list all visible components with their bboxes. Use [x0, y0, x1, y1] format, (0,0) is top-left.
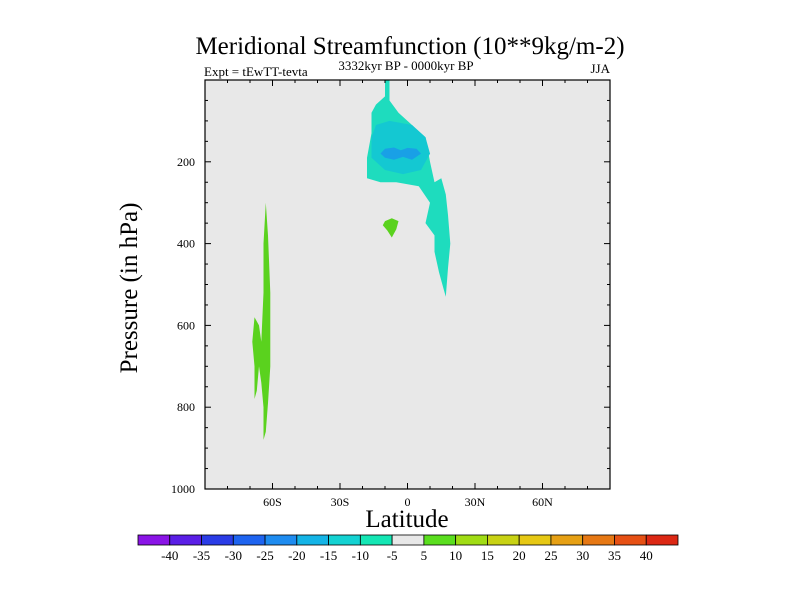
x-tick-label: 60N [532, 495, 553, 509]
colorbar-label: 10 [449, 548, 462, 563]
colorbar-label: 5 [421, 548, 428, 563]
y-axis-title: Pressure (in hPa) [116, 203, 143, 374]
chart-title: Meridional Streamfunction (10**9kg/m-2) [195, 33, 624, 60]
region-southern-midlat-green [252, 202, 271, 440]
x-axis-title: Latitude [365, 506, 448, 533]
colorbar-box [645, 534, 679, 546]
colorbar-label: -20 [288, 548, 305, 563]
colorbar-label: 30 [576, 548, 589, 563]
region-upper-trop-core [380, 147, 421, 160]
colorbar-box [137, 534, 171, 546]
region-tropical-green-blob [382, 218, 399, 238]
right-label: JJA [590, 61, 610, 76]
y-tick-label: 1000 [171, 482, 195, 496]
colorbar-box [328, 534, 361, 546]
colorbar-label: 35 [608, 548, 621, 563]
center-label: 3332kyr BP - 0000kyr BP [338, 58, 473, 73]
colorbar-label: -35 [193, 548, 210, 563]
colorbar: -40 -35 -30 -25 -20 -15 -10 -5 5 10 15 20 25 30 35 40 [137, 534, 679, 563]
region-upper-trop-inner [371, 120, 430, 175]
y-tick-label: 800 [177, 400, 195, 414]
y-tick-label: 200 [177, 155, 195, 169]
colorbar-label: -15 [320, 548, 337, 563]
colorbar-box [359, 534, 393, 546]
colorbar-label: -30 [225, 548, 242, 563]
x-axis: 60S 30S 0 30N 60N [204, 80, 611, 509]
colorbar-box [169, 534, 202, 546]
colorbar-box [455, 534, 488, 546]
x-tick-label: 0 [405, 495, 411, 509]
colorbar-box [487, 534, 520, 546]
x-tick-label: 30S [331, 495, 350, 509]
x-tick-label: 30N [465, 495, 486, 509]
y-axis: 200 400 600 800 1000 [171, 79, 610, 496]
colorbar-label: 25 [544, 548, 557, 563]
x-tick-label: 60S [263, 495, 282, 509]
left-label: Expt = tEwTT-tevta [204, 64, 308, 79]
colorbar-box [264, 534, 298, 546]
colorbar-label: -25 [256, 548, 273, 563]
colorbar-label: -5 [387, 548, 398, 563]
colorbar-box [614, 534, 647, 546]
colorbar-box [391, 534, 425, 546]
contour-regions [252, 80, 451, 440]
colorbar-label: -40 [161, 548, 178, 563]
colorbar-box [582, 534, 615, 546]
colorbar-label: -10 [352, 548, 369, 563]
colorbar-label: 40 [640, 548, 653, 563]
colorbar-box [296, 534, 329, 546]
colorbar-box [518, 534, 552, 546]
colorbar-box [423, 534, 457, 546]
colorbar-box [550, 534, 584, 546]
colorbar-label: 20 [513, 548, 526, 563]
colorbar-label: 15 [481, 548, 494, 563]
colorbar-box [201, 534, 234, 546]
y-tick-label: 400 [177, 237, 195, 251]
colorbar-box [232, 534, 266, 546]
y-tick-label: 600 [177, 318, 195, 332]
